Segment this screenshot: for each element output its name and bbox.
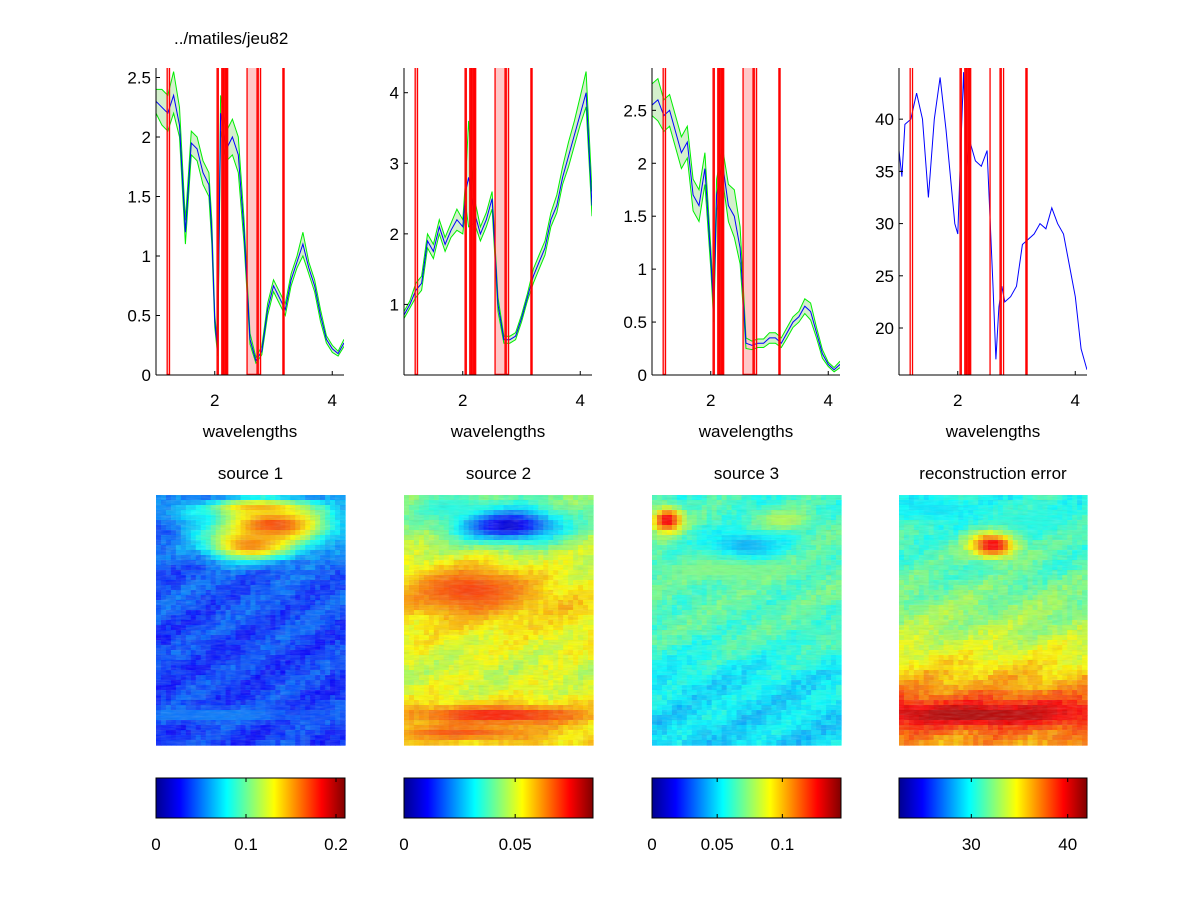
y-tick-label: 20 [875,319,894,338]
colorbar: 0 0.1 0.2 [151,777,348,854]
colorbar-tick-label: 0.2 [324,835,348,854]
y-tick-label: 3 [390,154,399,173]
y-tick-label: 0 [142,366,151,385]
envelope-fill [652,78,840,372]
colorbar-gradient [403,777,594,819]
x-axis-label: wavelengths [450,422,546,441]
y-tick-label: 0.5 [127,307,151,326]
y-tick-label: 1.5 [623,207,647,226]
envelope-fill [404,71,592,344]
envelope-line [156,71,344,359]
colorbar-tick-label: 0.1 [771,835,795,854]
spectrum-plot-3: 2 4 0 0.5 1 1.5 2 2.5 wavelengths [623,68,840,441]
colorbar: 0 0.05 0.1 [647,777,842,854]
x-tick-label: 4 [1071,391,1080,410]
band-fill [754,68,757,375]
map-title: source 2 [466,464,531,483]
figure-title: ../matiles/jeu82 [174,29,288,48]
map-title: source 1 [218,464,283,483]
spectrum-plot-1: 2 4 0 0.5 1 1.5 2 2.5 wavelengths [127,68,344,441]
colorbar-tick-label: 0 [151,835,160,854]
band-fill [506,68,509,375]
y-tick-label: 2 [638,154,647,173]
plot-area [899,68,1087,375]
spectrum-plot-4: 2 4 20 25 30 35 40 wavelengths [875,68,1087,441]
colorbar-tick-label: 40 [1058,835,1077,854]
y-tick-label: 25 [875,267,894,286]
source-map-4: reconstruction error 30 40 [898,464,1088,854]
colorbar: 0 0.05 [399,777,594,854]
x-tick-label: 4 [576,391,585,410]
map-texture [404,495,593,745]
x-tick-label: 2 [953,391,962,410]
y-tick-label: 2.5 [623,101,647,120]
x-axis-label: wavelengths [698,422,794,441]
colorbar-gradient [651,777,842,819]
colorbar-tick-label: 0.05 [701,835,734,854]
y-tick-label: 1 [390,295,399,314]
mean-spectrum-line [899,72,1087,370]
colorbar-tick-label: 0.05 [499,835,532,854]
colorbar-tick-label: 0 [647,835,656,854]
source-map-1: source 1 0 0.1 0.2 [151,464,348,854]
map-texture [899,495,1087,745]
band-fill [495,68,506,375]
plot-area [156,68,344,375]
map-title: source 3 [714,464,779,483]
x-tick-label: 2 [458,391,467,410]
x-tick-label: 2 [210,391,219,410]
map-title: reconstruction error [919,464,1067,483]
colorbar-gradient [155,777,346,819]
band-fill [258,68,261,375]
colorbar-tick-label: 30 [962,835,981,854]
source-map-2: source 20 0.05 [399,464,594,854]
band-fill [247,68,258,375]
y-tick-label: 2.5 [127,69,151,88]
y-tick-label: 0.5 [623,313,647,332]
y-tick-label: 1.5 [127,188,151,207]
y-tick-label: 4 [390,84,399,103]
y-tick-label: 0 [638,366,647,385]
band-fill [743,68,754,375]
x-tick-label: 4 [824,391,833,410]
colorbar-tick-label: 0.1 [234,835,258,854]
y-tick-label: 2 [390,225,399,244]
mean-spectrum-line [156,93,344,362]
map-texture [156,495,345,745]
plot-area [652,68,840,375]
y-tick-label: 1 [142,247,151,266]
plot-area [404,68,592,375]
band-fill [415,68,418,375]
y-tick-label: 30 [875,215,894,234]
colorbar-gradient [898,777,1088,819]
colorbar: 30 40 [898,777,1088,854]
envelope-line [156,111,344,365]
band-fill [167,68,170,375]
y-tick-label: 40 [875,110,894,129]
colorbar-tick-label: 0 [399,835,408,854]
map-texture [652,495,841,745]
x-tick-label: 4 [328,391,337,410]
spectrum-plot-2: 2 4 1 2 3 4 wavelengths [390,68,592,441]
y-tick-label: 1 [638,260,647,279]
y-tick-label: 2 [142,128,151,147]
source-map-3: source 3 0 0.05 0.1 [647,464,842,854]
band-fill [663,68,666,375]
y-tick-label: 35 [875,162,894,181]
x-tick-label: 2 [706,391,715,410]
x-axis-label: wavelengths [945,422,1041,441]
x-axis-label: wavelengths [202,422,298,441]
